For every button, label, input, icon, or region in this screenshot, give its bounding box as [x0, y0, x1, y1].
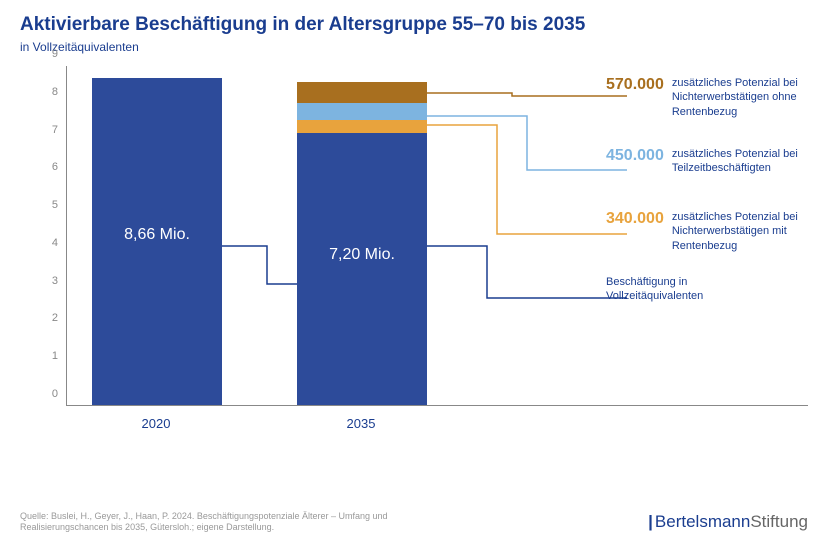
bar-value-label: 7,20 Mio.: [297, 246, 427, 264]
logo-bar: |: [648, 512, 653, 531]
source-text: Quelle: Buslei, H., Geyer, J., Haan, P. …: [20, 511, 420, 534]
callout: 570.000 zusätzliches Potenzial bei Nichte…: [606, 76, 828, 119]
callout-desc: zusätzliches Potenzial bei Teilzeitbesch…: [672, 147, 828, 176]
callout-value: 340.000: [606, 210, 664, 228]
x-label: 2020: [142, 416, 171, 431]
callout: 340.000 zusätzliches Potenzial bei Nichte…: [606, 210, 828, 253]
y-tick: 8: [52, 86, 58, 98]
connector: [427, 93, 627, 96]
callout-desc: zusätzliches Potenzial bei Nichterwerbst…: [672, 210, 828, 253]
y-tick: 5: [52, 199, 58, 211]
connector: [222, 246, 297, 284]
logo-text-1: Bertelsmann: [655, 512, 750, 531]
bar-segment: [297, 103, 427, 120]
y-tick: 6: [52, 161, 58, 173]
logo: |BertelsmannStiftung: [648, 512, 808, 532]
y-tick: 3: [52, 275, 58, 287]
callout-desc: Beschäftigung in Vollzeitäquivalenten: [606, 275, 776, 304]
connector: [427, 246, 627, 298]
y-tick: 4: [52, 237, 58, 249]
bar-value-label: 8,66 Mio.: [92, 226, 222, 244]
y-tick: 1: [52, 350, 58, 362]
connector: [427, 116, 627, 170]
y-tick: 7: [52, 124, 58, 136]
bar-segment: [297, 120, 427, 133]
y-tick: 0: [52, 388, 58, 400]
y-tick: 2: [52, 312, 58, 324]
connector: [427, 125, 627, 234]
callout-value: 450.000: [606, 147, 664, 165]
y-axis: 0123456789: [42, 66, 62, 406]
logo-text-2: Stiftung: [750, 512, 808, 531]
callout: 450.000 zusätzliches Potenzial bei Teilze…: [606, 147, 828, 176]
chart-title: Aktivierbare Beschäftigung in der Alters…: [20, 14, 808, 36]
callout-value: 570.000: [606, 76, 664, 94]
x-axis-labels: 2020 2035: [66, 410, 808, 436]
bar-segment: 8,66 Mio.: [92, 78, 222, 405]
bar-segment: 7,20 Mio.: [297, 133, 427, 405]
callout-desc: zusätzliches Potenzial bei Nichterwerbst…: [672, 76, 828, 119]
chart-subtitle: in Vollzeitäquivalenten: [20, 40, 808, 54]
bar-segment: [297, 82, 427, 104]
y-tick: 9: [52, 48, 58, 60]
x-label: 2035: [347, 416, 376, 431]
callout: Beschäftigung in Vollzeitäquivalenten: [606, 275, 776, 304]
